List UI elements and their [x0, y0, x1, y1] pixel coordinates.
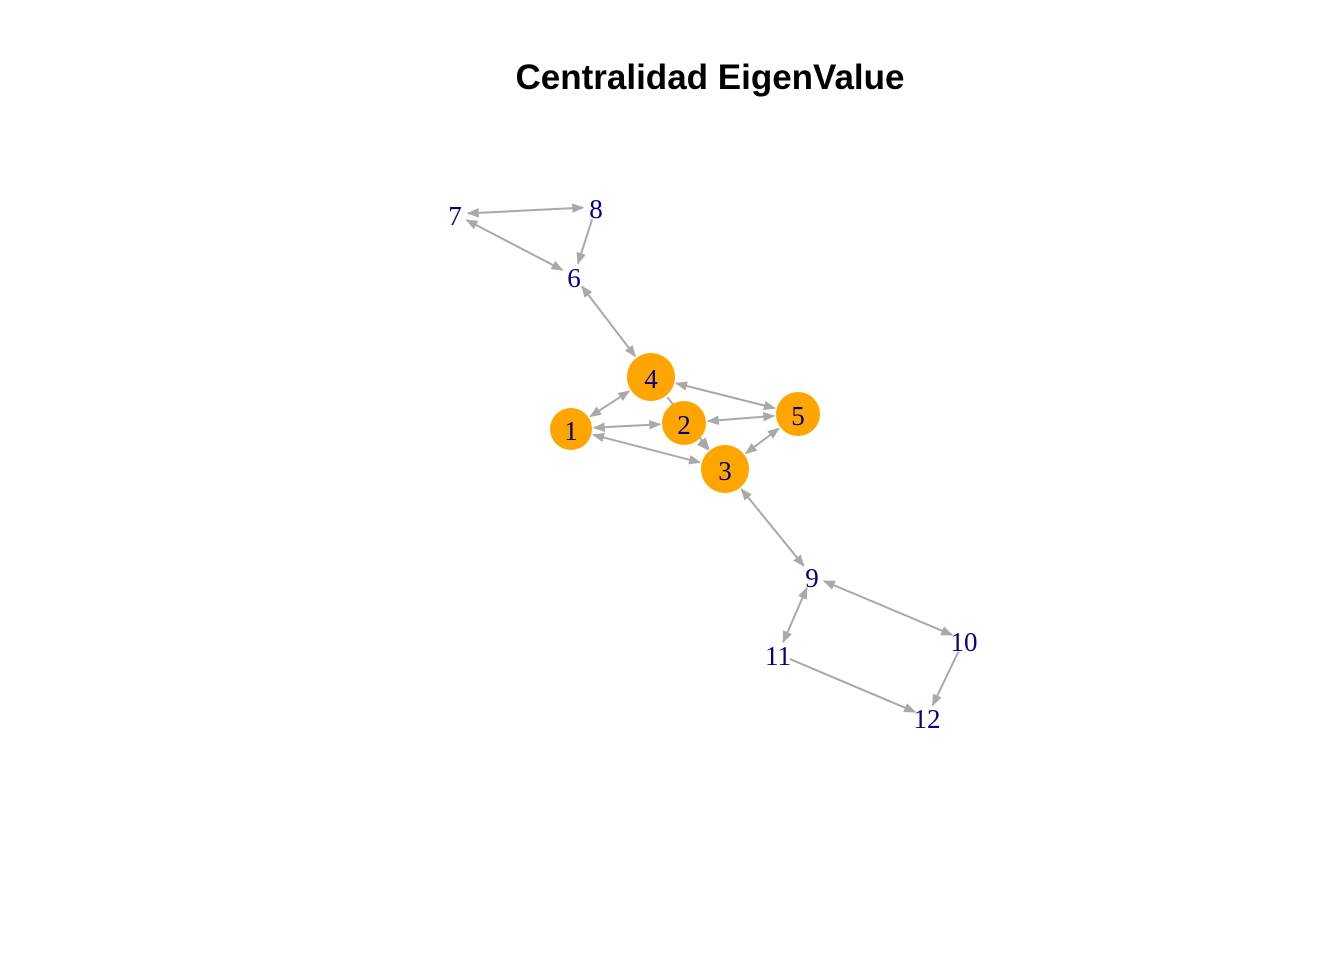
edge-1-3 — [592, 432, 701, 465]
edge-10-12 — [931, 651, 960, 707]
node-label: 5 — [791, 401, 805, 431]
node-circle — [701, 445, 749, 493]
node-label: 6 — [567, 263, 581, 293]
edge-2-3 — [696, 438, 709, 451]
node-4[interactable]: 4 — [627, 353, 675, 401]
node-label: 1 — [564, 416, 578, 446]
node-label: 4 — [644, 364, 658, 394]
node-circle — [627, 353, 675, 401]
edge-6-4 — [581, 285, 637, 358]
edge-4-5 — [675, 381, 776, 411]
node-circle — [776, 392, 820, 436]
edges-layer — [465, 203, 960, 713]
node-circle — [662, 401, 706, 445]
node-11[interactable]: 11 — [765, 641, 791, 671]
edge-8-6 — [576, 219, 594, 265]
node-12[interactable]: 12 — [914, 704, 941, 734]
node-1[interactable]: 1 — [550, 408, 592, 450]
node-circle — [550, 408, 592, 450]
edge-2-5 — [706, 411, 776, 426]
node-3[interactable]: 3 — [701, 445, 749, 493]
chart-title: Centralidad EigenValue — [515, 58, 905, 97]
node-10[interactable]: 10 — [951, 627, 978, 657]
node-5[interactable]: 5 — [776, 392, 820, 436]
edge-4-1 — [589, 390, 631, 418]
node-9[interactable]: 9 — [805, 563, 819, 593]
edge-9-10 — [822, 580, 954, 636]
edge-3-9 — [740, 488, 805, 567]
node-label: 8 — [589, 194, 603, 224]
edge-11-12 — [789, 658, 917, 713]
edge-7-6 — [465, 219, 564, 271]
node-2[interactable]: 2 — [662, 401, 706, 445]
node-6[interactable]: 6 — [567, 263, 581, 293]
node-label: 11 — [765, 641, 791, 671]
node-label: 2 — [677, 410, 691, 440]
node-label: 3 — [718, 456, 732, 486]
edge-5-3 — [744, 427, 780, 455]
edge-11-9 — [782, 586, 808, 644]
node-label: 12 — [914, 704, 941, 734]
node-label: 10 — [951, 627, 978, 657]
node-label: 9 — [805, 563, 819, 593]
edge-7-8 — [466, 203, 585, 218]
node-8[interactable]: 8 — [589, 194, 603, 224]
node-7[interactable]: 7 — [448, 201, 462, 231]
edge-1-2 — [592, 420, 662, 433]
node-label: 7 — [448, 201, 462, 231]
